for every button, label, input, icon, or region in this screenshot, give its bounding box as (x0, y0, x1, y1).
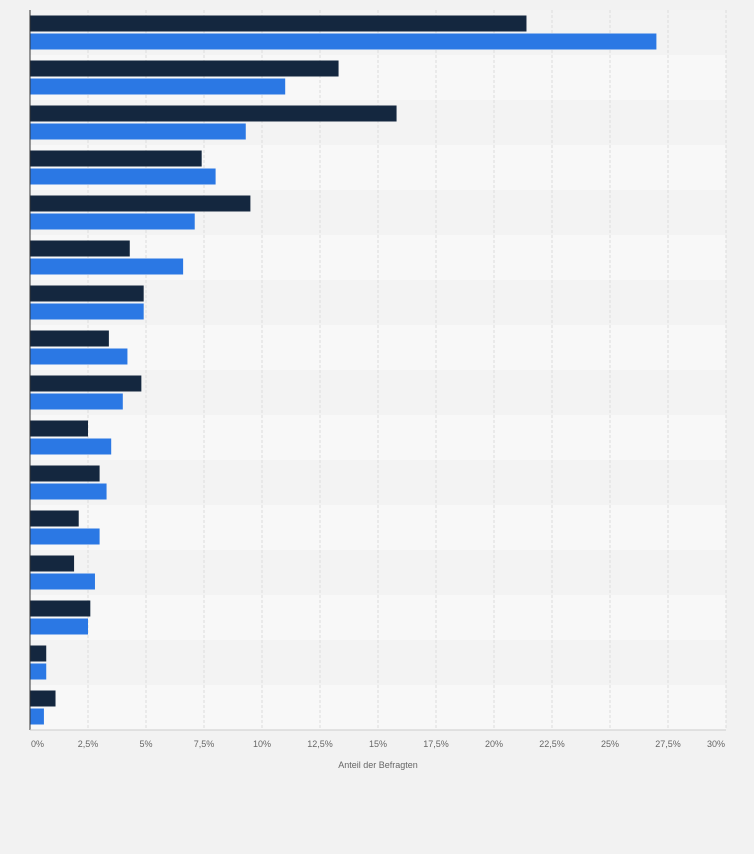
x-axis-label: Anteil der Befragten (338, 760, 418, 770)
bar-series-1-row-16[interactable] (30, 690, 56, 707)
x-tick-label: 22,5% (539, 739, 565, 749)
x-tick-label: 7,5% (194, 739, 215, 749)
x-tick-label: 20% (485, 739, 503, 749)
bar-series-2-row-5[interactable] (30, 213, 195, 230)
bar-series-1-row-3[interactable] (30, 105, 397, 122)
bar-series-1-row-4[interactable] (30, 150, 202, 167)
bar-series-2-row-6[interactable] (30, 258, 184, 275)
x-axis: 0% 2,5% 5% 7,5% 10% 12,5% 15% 17,5% 20% 22,5% 25% 2… (29, 10, 726, 749)
x-tick-label: 15% (369, 739, 387, 749)
x-tick-label: 5% (139, 739, 152, 749)
x-tick-label: 2,5% (78, 739, 99, 749)
bar-series-2-row-7[interactable] (30, 303, 144, 320)
bar-series-1-row-13[interactable] (30, 555, 75, 572)
x-tick-label: 10% (253, 739, 271, 749)
bar-series-1-row-14[interactable] (30, 600, 91, 617)
bar-series-2-row-11[interactable] (30, 483, 107, 500)
bar-series-1-row-6[interactable] (30, 240, 130, 257)
bar-series-2-row-3[interactable] (30, 123, 246, 140)
grid-lines (87, 10, 727, 730)
bar-series-2-row-9[interactable] (30, 393, 123, 410)
bar-series-2-row-4[interactable] (30, 168, 216, 185)
x-tick-label: 25% (601, 739, 619, 749)
bar-series-1-row-10[interactable] (30, 420, 88, 437)
bar-series-1-row-12[interactable] (30, 510, 79, 527)
bar-series-1-row-2[interactable] (30, 60, 339, 77)
bar-series-2-row-15[interactable] (30, 663, 47, 680)
x-tick-label: 27,5% (655, 739, 681, 749)
bar-series-2-row-13[interactable] (30, 573, 95, 590)
bar-series-1-row-11[interactable] (30, 465, 100, 482)
bar-series-1-row-15[interactable] (30, 645, 47, 662)
x-tick-label: 30% (707, 739, 725, 749)
bar-series-2-row-12[interactable] (30, 528, 100, 545)
x-tick-label: 0% (31, 739, 44, 749)
bar-series-1-row-1[interactable] (30, 15, 527, 32)
bar-series-1-row-7[interactable] (30, 285, 144, 302)
bar-series-2-row-14[interactable] (30, 618, 88, 635)
bar-series-2-row-8[interactable] (30, 348, 128, 365)
bar-series-1-row-8[interactable] (30, 330, 109, 347)
bar-series-1-row-5[interactable] (30, 195, 251, 212)
bar-series-2-row-16[interactable] (30, 708, 44, 725)
bar-series-2-row-10[interactable] (30, 438, 112, 455)
bar-series-2-row-1[interactable] (30, 33, 657, 50)
bars (30, 15, 657, 725)
x-tick-label: 17,5% (423, 739, 449, 749)
bar-series-1-row-9[interactable] (30, 375, 142, 392)
bar-series-2-row-2[interactable] (30, 78, 286, 95)
x-tick-label: 12,5% (307, 739, 333, 749)
